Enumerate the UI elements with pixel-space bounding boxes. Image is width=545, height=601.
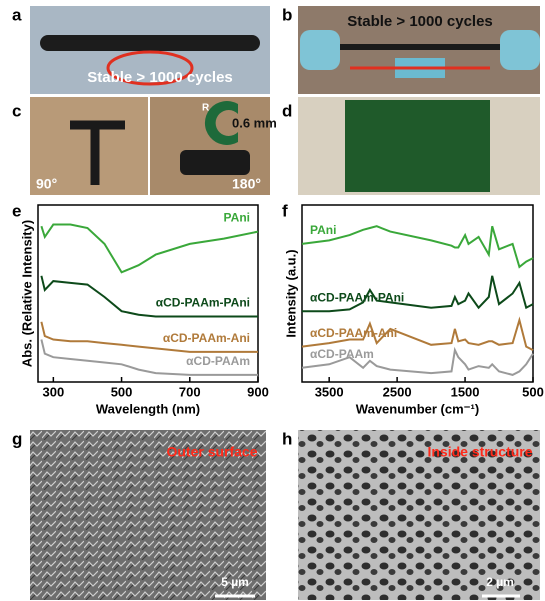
panel-letter: e xyxy=(12,201,21,220)
panel-letter: b xyxy=(282,5,292,24)
x-tick-label: 500 xyxy=(522,384,544,399)
x-tick-label: 500 xyxy=(111,384,133,399)
panel-letter: h xyxy=(282,429,292,448)
caption: Stable > 1000 cycles xyxy=(87,69,233,86)
panel-letter: a xyxy=(12,5,22,24)
x-tick-label: 1500 xyxy=(451,384,480,399)
angle: 90° xyxy=(36,176,57,192)
figure: a Stable > 1000 cycles b Stable > 1000 c… xyxy=(0,0,545,601)
folded-tube xyxy=(180,150,250,175)
scale: 2 µm xyxy=(486,575,514,589)
series-line xyxy=(302,226,533,267)
series-label: αCD-PAAm-PAni xyxy=(310,290,404,304)
x-tick-label: 900 xyxy=(247,384,269,399)
series-label: αCD-PAAm-Ani xyxy=(163,331,250,345)
glove xyxy=(300,30,340,70)
panel-letter: f xyxy=(282,201,288,220)
scale: 5 µm xyxy=(221,575,249,589)
glove xyxy=(500,30,540,70)
angle: 180° xyxy=(232,176,261,192)
y-axis-label: Abs. (Relative Intensity) xyxy=(19,220,34,367)
radius: 0.6 mm xyxy=(232,115,277,130)
y-axis-label: Intensity (a.u.) xyxy=(283,249,298,337)
caption: Outer surface xyxy=(166,444,257,460)
caption: Stable > 1000 cycles xyxy=(347,13,493,30)
series-label: PAni xyxy=(310,223,336,237)
panel-letter: g xyxy=(12,429,22,448)
x-tick-label: 300 xyxy=(42,384,64,399)
caption: Inside structure xyxy=(427,444,532,460)
radius-symbol: R xyxy=(202,103,210,114)
series-label: PAni xyxy=(224,211,250,225)
x-tick-label: 700 xyxy=(179,384,201,399)
x-tick-label: 2500 xyxy=(383,384,412,399)
series-label: αCD-PAAm-Ani xyxy=(310,326,397,340)
film xyxy=(330,44,510,50)
series-label: αCD-PAAm xyxy=(186,354,250,368)
x-axis-label: Wavenumber (cm⁻¹) xyxy=(356,401,479,416)
panel-letter: d xyxy=(282,101,292,120)
series-line xyxy=(41,225,258,273)
film xyxy=(345,100,490,192)
series-label: αCD-PAAm-PAni xyxy=(156,296,250,310)
series-label: αCD-PAAm xyxy=(310,347,374,361)
panel-letter: c xyxy=(12,101,21,120)
x-axis-label: Wavelength (nm) xyxy=(96,401,200,416)
x-tick-label: 3500 xyxy=(315,384,344,399)
tube xyxy=(40,35,260,51)
